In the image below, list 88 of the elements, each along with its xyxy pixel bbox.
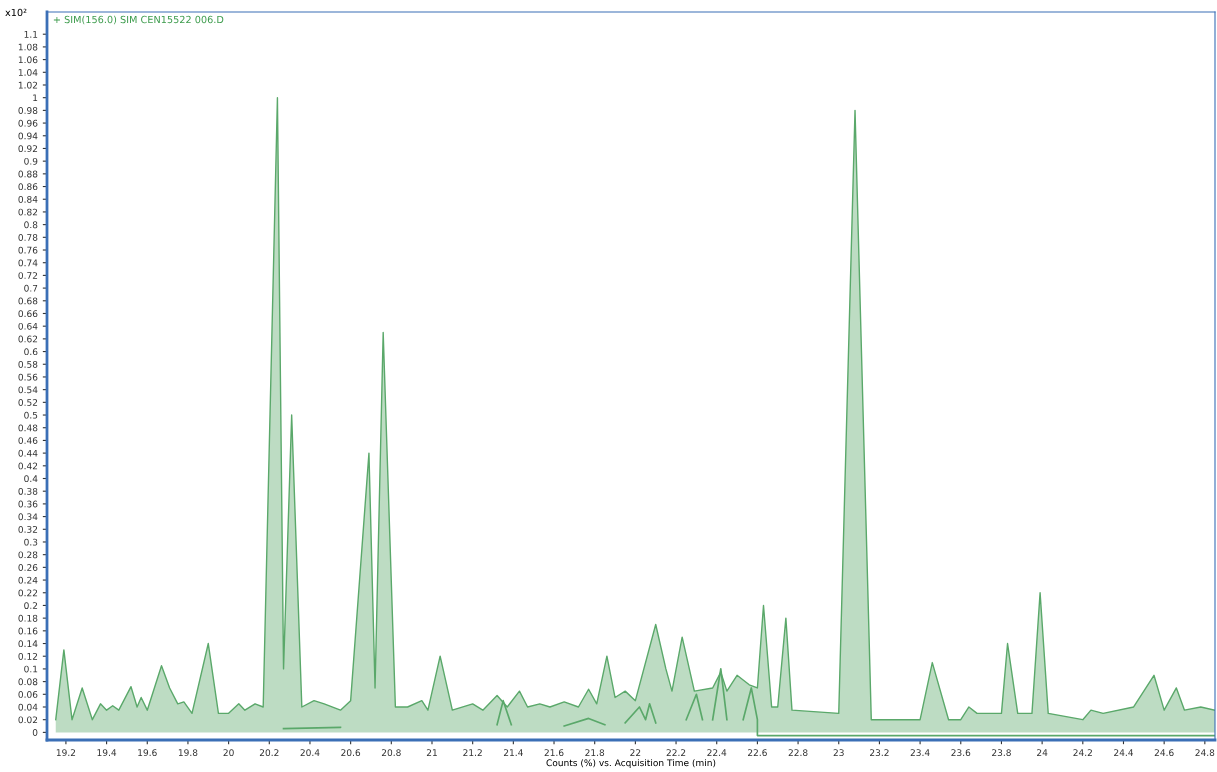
y-tick-label: 0.42: [18, 462, 38, 470]
y-tick-label: 0.62: [18, 335, 38, 343]
y-tick-label: 0.18: [18, 614, 38, 622]
y-tick-label: 0.96: [18, 119, 38, 127]
x-tick-label: 22.8: [788, 749, 808, 757]
x-tick-label: 23.4: [910, 749, 930, 757]
y-tick-label: 0.46: [18, 437, 38, 444]
y-tick-label: 0.88: [18, 170, 38, 178]
y-tick-label: 0.86: [18, 183, 38, 191]
y-tick-label: 0.58: [18, 360, 38, 368]
y-tick-label: 0.14: [18, 640, 38, 648]
y-tick-label: 0.36: [18, 500, 38, 508]
x-tick-label: 24.8: [1195, 749, 1215, 757]
x-tick-label: 24.2: [1073, 749, 1092, 756]
x-tick-label: 22.2: [666, 749, 686, 756]
x-tick-label: 20.4: [300, 749, 320, 757]
y-tick-label: 0.24: [18, 576, 38, 584]
y-tick-label: 0.98: [18, 107, 38, 114]
x-tick-label: 22: [630, 749, 641, 756]
x-tick-label: 21: [426, 749, 437, 756]
y-tick-label: 0.68: [18, 297, 38, 305]
x-tick-label: 21.2: [463, 749, 482, 756]
y-tick-label: 0.38: [18, 487, 38, 495]
y-tick-label: 0.28: [18, 551, 38, 559]
y-tick-label: 0.48: [18, 424, 38, 432]
y-tick-label: 1.1: [24, 31, 38, 38]
y-tick-label: 0.92: [18, 145, 38, 153]
y-tick-label: 0.54: [18, 386, 38, 394]
y-tick-label: 0.06: [18, 691, 38, 698]
y-tick-label: 0.3: [24, 538, 38, 546]
y-tick-label: 1: [33, 94, 38, 102]
x-axis-title: Counts (%) vs. Acquisition Time (min): [546, 759, 716, 768]
x-tick-label: 22.6: [748, 749, 767, 757]
x-tick-label: 19.8: [178, 749, 198, 757]
y-tick-label: 0.9: [24, 157, 38, 165]
y-tick-label: 0.72: [18, 272, 38, 279]
y-tick-label: 0.74: [18, 259, 38, 267]
y-tick-label: 0.4: [24, 475, 38, 483]
y-tick-label: 1.02: [18, 81, 38, 89]
y-tick-label: 0.64: [18, 322, 38, 330]
x-tick-label: 23.8: [992, 749, 1011, 757]
x-tick-label: 21.6: [544, 749, 564, 757]
text: x10²: [5, 8, 27, 17]
y-tick-label: 0.5: [24, 411, 38, 419]
y-tick-label: 1.04: [18, 69, 38, 76]
y-tick-label: 0.08: [18, 678, 38, 686]
y-tick-label: 0.66: [18, 310, 38, 318]
y-tick-label: 0.76: [18, 246, 38, 254]
x-tick-label: 20.8: [381, 749, 401, 757]
y-tick-label: 0.16: [18, 627, 38, 635]
y-tick-label: 0.56: [18, 373, 38, 381]
x-tick-label: 22.4: [707, 749, 727, 756]
x-tick-label: 23.6: [951, 749, 971, 757]
x-tick-label: 21.4: [503, 749, 523, 756]
y-tick-label: 0.02: [18, 716, 38, 724]
y-tick-label: 0: [32, 729, 38, 736]
y-tick-label: 0.82: [18, 208, 38, 216]
y-tick-label: 0.32: [18, 526, 38, 533]
x-tick-label: 23: [833, 749, 844, 757]
y-tick-label: 0.04: [18, 703, 38, 711]
x-tick-label: 20.2: [259, 749, 279, 757]
x-tick-label: 23.2: [870, 749, 889, 757]
y-tick-label: 0.8: [24, 221, 38, 229]
y-tick-label: 0.94: [18, 132, 38, 140]
x-tick-label: 24.6: [1154, 749, 1174, 757]
y-tick-label: 0.1: [24, 665, 38, 673]
x-tick-label: 24: [1037, 749, 1048, 756]
y-tick-label: 1.08: [18, 43, 38, 51]
x-tick-label: 24.4: [1114, 749, 1134, 756]
y-tick-label: 0.12: [18, 652, 38, 660]
x-tick-label: 19.6: [138, 749, 157, 757]
x-tick-label: 19.2: [56, 749, 76, 757]
x-tick-label: 20: [223, 749, 234, 757]
y-tick-label: 0.44: [18, 449, 38, 457]
x-tick-label: 21.8: [585, 749, 605, 757]
y-tick-label: 0.22: [18, 589, 38, 597]
y-tick-label: 0.78: [18, 234, 38, 241]
y-tick-label: 0.52: [18, 399, 38, 406]
y-tick-label: 0.26: [18, 564, 38, 571]
x-tick-label: 19.4: [97, 749, 117, 757]
chart-title: + SIM(156.0) SIM CEN15522 006.D: [53, 15, 224, 25]
y-tick-label: 0.2: [24, 602, 38, 609]
y-tick-label: 1.06: [18, 56, 38, 64]
y-tick-label: 0.6: [24, 348, 38, 356]
y-tick-label: 0.7: [24, 284, 38, 292]
x-tick-label: 20.6: [341, 749, 361, 757]
y-tick-label: 0.34: [18, 513, 38, 521]
y-tick-label: 0.84: [18, 195, 38, 203]
